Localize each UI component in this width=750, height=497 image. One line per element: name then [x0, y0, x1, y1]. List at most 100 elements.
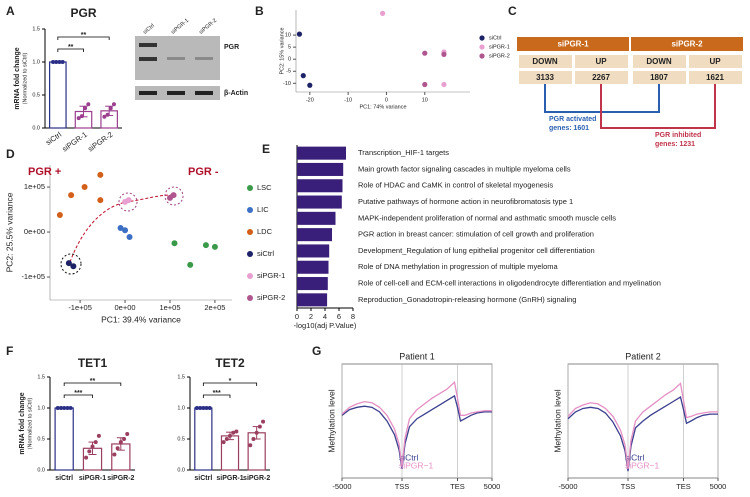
y-axis-label: PC2: 25.5% variance [4, 192, 14, 272]
replicate-point [198, 406, 203, 410]
panel-label: D [6, 147, 15, 161]
replicate-point [122, 437, 127, 441]
bar [297, 260, 329, 274]
category-label: Role of cell-cell and ECM-cell interacti… [358, 279, 661, 288]
count: 2267 [592, 73, 610, 82]
replicate-point [96, 433, 101, 438]
overlap-label: genes: 1601 [549, 125, 589, 132]
panel-label: B [255, 4, 264, 18]
legend-swatch [247, 185, 253, 191]
x-tick-label: -10 [344, 97, 352, 103]
x-tick-label: -5000 [332, 482, 351, 491]
y-tick-label: 0.0 [37, 467, 45, 473]
y-tick-label: 0.5 [32, 92, 40, 98]
cell [575, 55, 628, 68]
significance-bracket [63, 394, 93, 398]
cell [519, 55, 572, 68]
y-tick-label: 1.0 [37, 405, 45, 411]
gene-table: siPGR-1 siPGR-2 DOWN UP DOWN UP 3133 226… [517, 37, 743, 148]
replicate-point [207, 406, 212, 410]
group-circle [164, 186, 184, 206]
count: 1807 [650, 73, 668, 82]
legend-swatch [479, 35, 485, 41]
bar [297, 293, 328, 307]
x-tick-label: siPGR-2 [107, 475, 134, 482]
significance-label: * [229, 378, 232, 385]
y-axis-label: Methylation level [552, 389, 562, 452]
replicate-point [251, 437, 256, 441]
y-axis-label: mRNA fold change [14, 47, 21, 109]
point [441, 51, 447, 57]
replicate-point [51, 60, 56, 64]
significance-label: *** [74, 390, 82, 397]
western-blot: siCtrl siPGR-1 siPGR-2 PGR β-Actin [135, 18, 248, 100]
annotation: PGR + [28, 166, 61, 178]
significance-label: ** [81, 32, 87, 39]
legend-swatch [247, 273, 253, 279]
replicate-point [194, 406, 199, 410]
x-tick-label: 2 [309, 312, 313, 321]
x-tick-label: -1e+05 [68, 303, 92, 312]
x-tick-label: TES [450, 482, 465, 491]
category-label: Role of HDAC and CaMK in control of skel… [358, 181, 553, 190]
category-label: Main growth factor signaling cascades in… [358, 164, 571, 173]
y-tick-label: 0.0 [32, 125, 40, 131]
point [97, 171, 104, 178]
bar [49, 61, 67, 129]
y-tick-label: 1.0 [177, 405, 185, 411]
legend-label: siPGR-1 [489, 44, 510, 50]
direction: DOWN [646, 57, 672, 66]
direction: UP [595, 57, 607, 66]
y-tick-label: 0 [288, 57, 291, 63]
x-tick-label: siCtrl [194, 475, 212, 482]
point [56, 211, 63, 218]
row-label: β-Actin [224, 90, 248, 97]
cell [519, 71, 572, 84]
replicate-point [76, 116, 81, 121]
chart-title: Patient 1 [399, 351, 435, 361]
point [65, 260, 72, 267]
legend-label: siPGR−1 [399, 460, 434, 470]
y-tick-label: -10 [283, 81, 291, 87]
legend-label: LIC [257, 205, 269, 214]
cell [575, 71, 628, 84]
point [97, 197, 104, 204]
x-tick-label: siPGR-1 [60, 130, 88, 154]
group-header [631, 37, 743, 51]
point [170, 192, 177, 199]
legend-swatch [247, 251, 253, 257]
category-label: Putative pathways of hormone action in n… [358, 197, 573, 206]
replicate-point [105, 112, 110, 117]
x-tick-label: 5000 [484, 482, 501, 491]
bar [297, 146, 346, 160]
point [125, 197, 132, 204]
chart-title: TET1 [78, 356, 108, 370]
replicate-point [58, 406, 63, 410]
group-header [517, 37, 629, 51]
replicate-point [93, 440, 98, 445]
significance-label: ** [68, 44, 74, 51]
cell [633, 71, 686, 84]
bar [297, 162, 344, 176]
x-tick-label: siCtrl [55, 475, 73, 482]
point [211, 243, 218, 250]
blot-band [195, 91, 213, 95]
replicate-point [234, 429, 239, 434]
significance-label: ** [90, 378, 96, 385]
chart-title: PGR [70, 6, 96, 20]
legend-label: siPGR-2 [257, 293, 285, 302]
x-tick-label: -20 [306, 97, 314, 103]
cell [689, 55, 742, 68]
point [422, 50, 428, 56]
count: 3133 [536, 73, 554, 82]
connector [600, 84, 716, 129]
significance-bracket [202, 382, 258, 386]
legend-label: siCtrl [257, 249, 274, 258]
replicate-point [83, 106, 88, 111]
point [117, 225, 124, 231]
replicate-point [55, 406, 60, 410]
replicate-point [102, 114, 107, 119]
replicate-point [261, 419, 266, 424]
point [187, 261, 194, 268]
point [122, 227, 129, 234]
